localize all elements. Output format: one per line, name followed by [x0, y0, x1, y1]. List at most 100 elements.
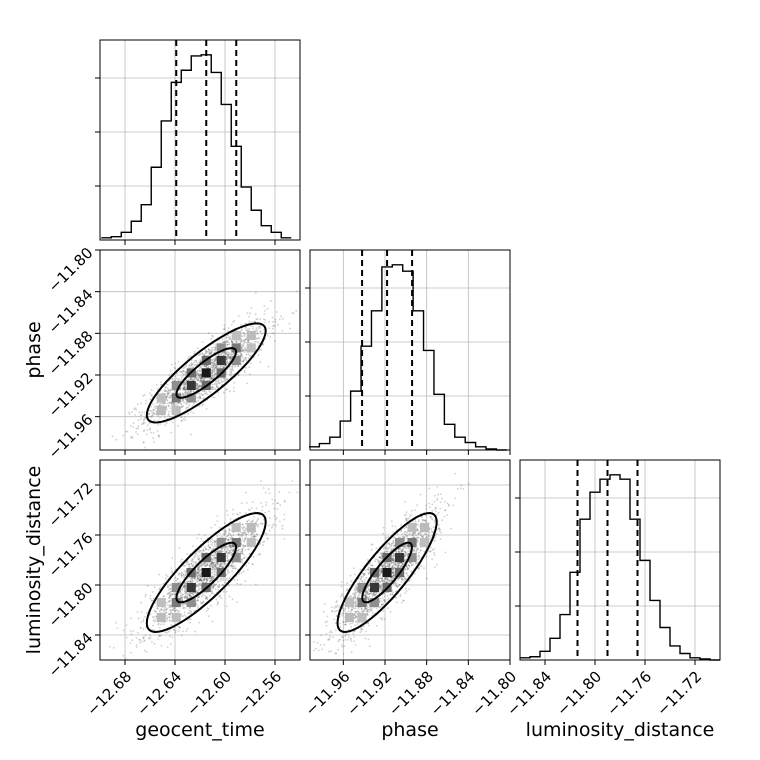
sample-point — [213, 545, 216, 547]
sample-point — [240, 502, 243, 505]
sample-point — [441, 497, 443, 500]
sample-point — [207, 377, 210, 379]
sample-point — [347, 634, 350, 636]
sample-point — [189, 618, 192, 620]
sample-point — [257, 336, 260, 339]
sample-point — [247, 339, 250, 342]
sample-point — [160, 403, 163, 405]
sample-point — [184, 389, 186, 391]
sample-point — [211, 590, 213, 592]
sample-point — [219, 577, 222, 580]
sample-point — [226, 353, 228, 356]
sample-point — [214, 565, 217, 568]
sample-point — [241, 533, 244, 535]
sample-point — [247, 341, 250, 343]
sample-point — [253, 535, 255, 538]
sample-point — [228, 352, 231, 354]
sample-point — [255, 507, 258, 510]
sample-point — [224, 341, 227, 344]
sample-point — [170, 403, 173, 405]
sample-point — [166, 631, 168, 634]
sample-point — [264, 319, 267, 321]
sample-point — [182, 388, 185, 391]
sample-point — [200, 577, 203, 580]
sample-point — [201, 378, 204, 380]
sample-point — [226, 388, 228, 391]
sample-point — [148, 413, 150, 415]
sample-point — [184, 388, 187, 390]
sample-point — [182, 405, 185, 407]
sample-point — [363, 578, 366, 581]
sample-point — [163, 608, 166, 611]
sample-point — [437, 493, 440, 496]
sample-point — [219, 365, 222, 368]
sample-point — [220, 565, 223, 568]
sample-point — [185, 370, 187, 373]
sample-point — [436, 499, 439, 501]
sample-point — [152, 431, 155, 434]
sample-point — [212, 587, 215, 589]
sample-point — [167, 585, 170, 588]
sample-point — [168, 591, 171, 594]
sample-point — [199, 395, 202, 397]
sample-point — [229, 551, 231, 554]
sample-point — [289, 327, 291, 330]
sample-point — [350, 640, 353, 642]
sample-point — [219, 594, 222, 597]
sample-point — [231, 513, 234, 515]
sample-point — [240, 329, 243, 332]
sample-point — [259, 318, 262, 321]
sample-point — [203, 577, 206, 579]
sample-point — [195, 361, 198, 363]
sample-point — [196, 371, 199, 374]
sample-point — [218, 586, 221, 589]
sample-point — [192, 561, 195, 563]
sample-point — [188, 594, 191, 597]
sample-point — [245, 353, 248, 356]
sample-point — [281, 524, 284, 527]
sample-point — [172, 628, 175, 631]
sample-point — [201, 393, 204, 396]
sample-point — [242, 349, 245, 351]
sample-point — [198, 557, 201, 560]
sample-point — [173, 607, 176, 610]
sample-point — [226, 514, 229, 517]
sample-point — [211, 348, 214, 351]
sample-point — [276, 508, 279, 510]
sample-point — [240, 548, 243, 551]
sample-point — [246, 340, 249, 342]
sample-point — [221, 547, 223, 550]
sample-point — [170, 363, 173, 366]
sample-point — [218, 550, 221, 552]
sample-point — [193, 403, 196, 405]
sample-point — [189, 378, 192, 381]
sample-point — [248, 366, 251, 368]
sample-point — [190, 562, 193, 565]
sample-point — [246, 312, 249, 314]
sample-point — [227, 534, 229, 537]
sample-point — [228, 355, 230, 358]
sample-point — [210, 376, 213, 379]
sample-point — [375, 607, 378, 609]
sample-point — [381, 617, 384, 619]
sample-point — [407, 575, 409, 577]
sample-point — [158, 588, 161, 590]
sample-point — [184, 595, 186, 598]
sample-point — [243, 556, 246, 559]
sample-point — [254, 291, 257, 294]
sample-point — [431, 509, 434, 512]
sample-point — [181, 419, 183, 422]
sample-point — [241, 360, 244, 363]
sample-point — [350, 651, 353, 654]
sample-point — [220, 353, 223, 355]
sample-point — [150, 405, 153, 408]
sample-point — [203, 365, 206, 368]
sample-point — [188, 364, 190, 367]
sample-point — [227, 356, 230, 359]
sample-point — [142, 637, 145, 639]
sample-point — [227, 354, 230, 357]
sample-point — [165, 386, 168, 388]
sample-point — [225, 357, 228, 360]
sample-point — [347, 638, 349, 641]
sample-point — [222, 550, 224, 553]
